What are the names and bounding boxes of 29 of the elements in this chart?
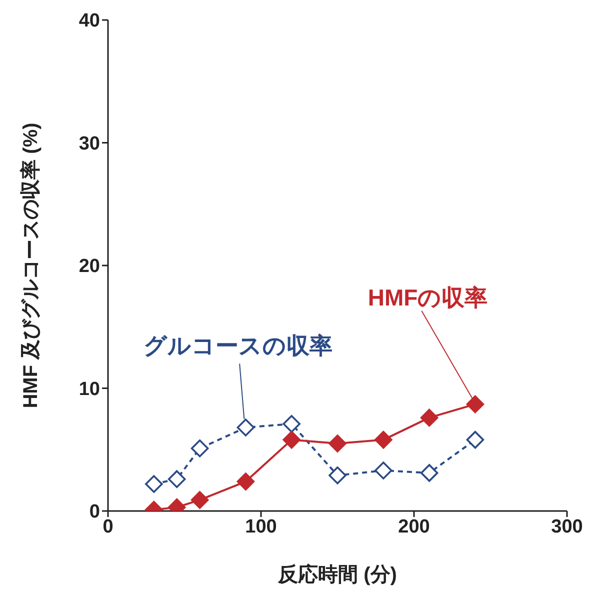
- y-tick-label: 40: [78, 10, 100, 32]
- y-tick-label: 20: [78, 256, 100, 278]
- x-tick-label: 200: [398, 516, 430, 538]
- point: [420, 408, 438, 427]
- point: [190, 491, 209, 509]
- point: [328, 466, 346, 484]
- point: [420, 464, 438, 482]
- y-tick-label: 10: [78, 378, 100, 400]
- annotation: グルコースの収率: [144, 332, 333, 358]
- point: [328, 434, 346, 452]
- x-tick-label: 300: [551, 516, 583, 538]
- point: [374, 462, 392, 480]
- x-tick-label: 100: [245, 516, 277, 538]
- y-tick-label: 30: [78, 133, 100, 154]
- point: [236, 472, 255, 490]
- point: [282, 430, 300, 449]
- point: [466, 395, 484, 414]
- y-axis-title: HMF 及びグルコースの収率 (%): [19, 122, 42, 408]
- point: [466, 430, 484, 449]
- y-tick-label: 0: [89, 502, 100, 523]
- point: [145, 475, 163, 493]
- point: [236, 418, 255, 436]
- point: [168, 470, 186, 488]
- x-tick-label: 0: [102, 516, 114, 538]
- point: [190, 440, 209, 458]
- annotation: HMFの収率: [368, 284, 488, 311]
- point: [282, 414, 300, 433]
- x-axis-title: 反応時間 (分): [277, 563, 397, 586]
- point: [374, 430, 392, 449]
